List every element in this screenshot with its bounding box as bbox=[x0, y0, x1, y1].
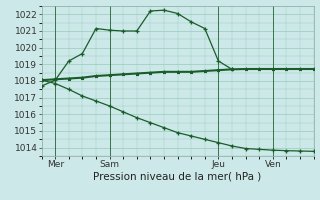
X-axis label: Pression niveau de la mer( hPa ): Pression niveau de la mer( hPa ) bbox=[93, 172, 262, 182]
